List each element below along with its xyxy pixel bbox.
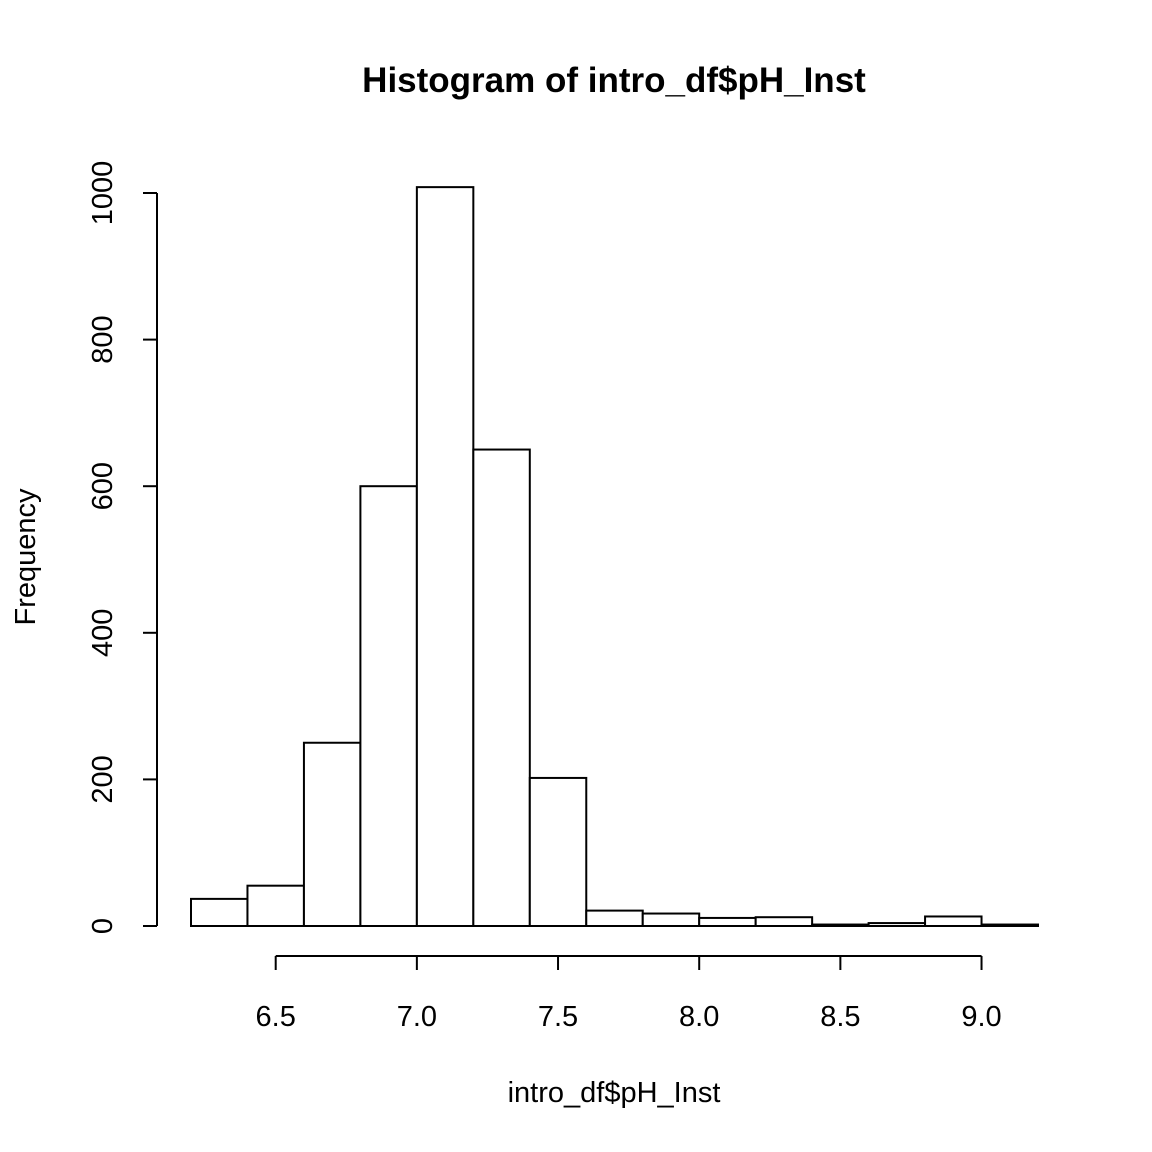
x-tick-label: 7.0: [397, 1001, 437, 1033]
histogram-bar: [641, 912, 701, 928]
y-tick-label: 1000: [87, 161, 119, 226]
y-tick-label: 200: [87, 755, 119, 803]
histogram-bar: [246, 884, 305, 927]
y-tick-label: 0: [87, 918, 119, 934]
x-tick-label: 9.0: [961, 1001, 1001, 1033]
y-tick-label: 800: [87, 315, 119, 363]
x-axis: 6.5 7.0 7.5 8.0 8.5 9.0: [256, 955, 1002, 1033]
y-axis: 0 200 400 600 800 1000: [87, 161, 158, 934]
histogram-bar: [359, 485, 418, 927]
x-tick-label: 8.5: [820, 1001, 860, 1033]
y-axis-label: Frequency: [10, 488, 42, 626]
y-tick-label: 400: [87, 609, 119, 657]
x-tick-label: 8.0: [679, 1001, 719, 1033]
histogram-bar: [585, 909, 644, 927]
histogram-bar: [190, 897, 249, 928]
chart-title: Histogram of intro_df$pH_Inst: [362, 61, 866, 100]
histogram-bar: [754, 916, 814, 927]
x-axis-label: intro_df$pH_Inst: [508, 1077, 721, 1109]
x-tick-label: 7.5: [538, 1001, 578, 1033]
histogram-bar: [924, 915, 983, 928]
bars-group: [190, 186, 1039, 928]
histogram-bar: [867, 922, 927, 927]
histogram-bar: [302, 741, 362, 927]
histogram-bar: [811, 923, 870, 927]
x-tick-label: 6.5: [256, 1001, 296, 1033]
histogram-bar: [472, 448, 531, 927]
y-tick-label: 600: [87, 462, 119, 510]
histogram-bar: [415, 186, 475, 928]
histogram-bar: [698, 916, 757, 928]
histogram-bar: [980, 923, 1039, 927]
histogram-bar: [528, 776, 588, 928]
